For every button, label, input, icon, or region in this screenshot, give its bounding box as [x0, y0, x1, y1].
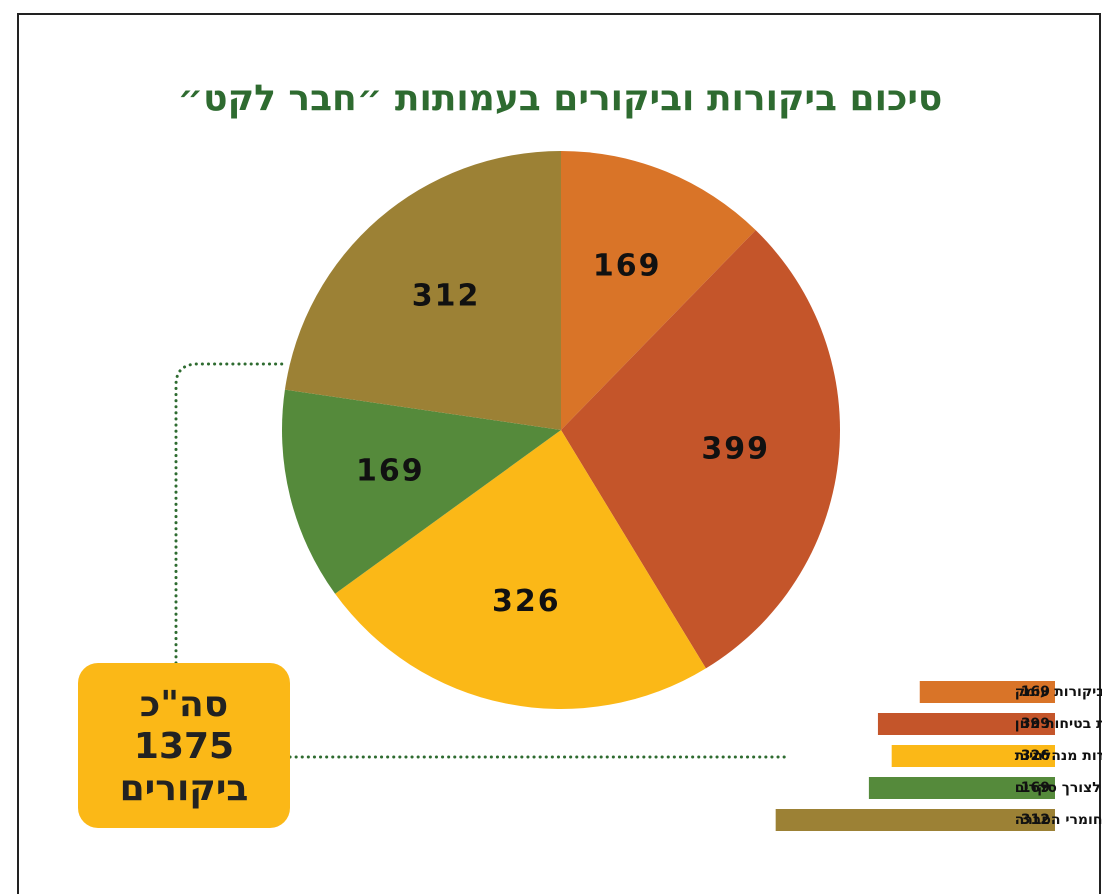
connector	[174, 362, 288, 665]
total-label: סה"כ	[140, 684, 228, 725]
legend-swatch	[891, 745, 1055, 767]
legend-label: ביקורים לצורך סקרים	[1015, 780, 1102, 796]
pie-slice	[561, 230, 841, 669]
legend-swatch	[775, 809, 1055, 831]
legend-value: 326	[1021, 748, 1050, 764]
pie-slice	[281, 389, 561, 594]
legend-label: ביקורות מנהלתיות	[1015, 748, 1102, 764]
legend-value: 169	[1021, 684, 1050, 700]
legend-label: ביקורות עומק	[1015, 684, 1102, 700]
frame	[17, 13, 1101, 894]
slice-label: 312	[412, 279, 481, 314]
slice-label: 169	[593, 249, 662, 284]
pie-slice	[561, 151, 756, 430]
chart-title: סיכום ביקורות וביקורים בעמותות ״חבר לקט״	[178, 78, 943, 119]
total-box	[78, 663, 290, 828]
legend-label: ביקורות בטיחות מזון	[1015, 716, 1102, 732]
legend-swatch	[919, 681, 1055, 703]
pie-slice	[335, 430, 706, 710]
legend-value: 312	[1021, 812, 1050, 828]
total-value: 1375	[134, 726, 234, 767]
pie-slice	[284, 151, 561, 430]
legend-value: 399	[1021, 716, 1050, 732]
slice-label: 169	[356, 453, 425, 488]
legend-label: ביקורים לצורך חלוקת חומרי הסברה	[1015, 812, 1102, 828]
slice-label: 399	[701, 431, 770, 466]
legend-value: 169	[1021, 780, 1050, 796]
total-unit: ביקורים	[120, 768, 249, 809]
pie: 169 399 326 169 312	[281, 151, 841, 710]
legend-swatch	[868, 777, 1055, 799]
legend-swatch	[877, 713, 1055, 735]
slice-label: 326	[492, 584, 561, 619]
